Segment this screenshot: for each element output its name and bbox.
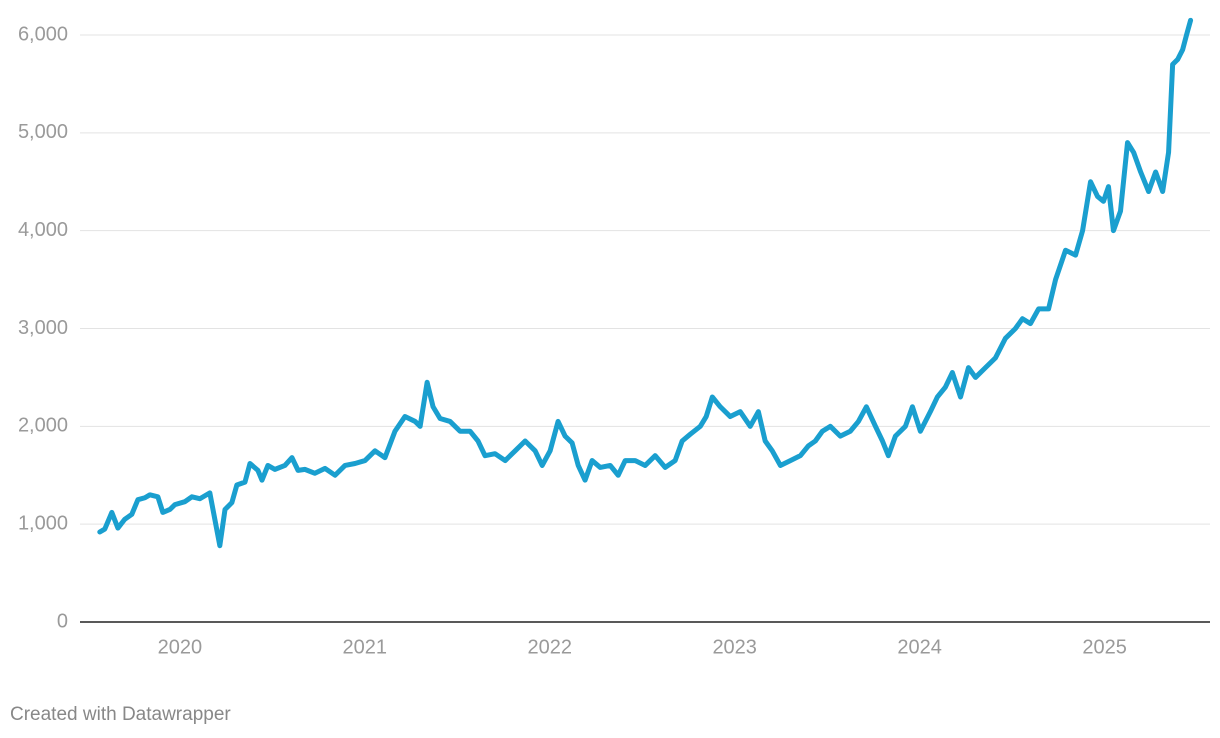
footer: Created with Datawrapper: [10, 704, 231, 725]
y-tick-label: 3,000: [18, 317, 68, 339]
y-tick-label: 0: [57, 610, 68, 632]
y-tick-label: 6,000: [18, 23, 68, 45]
x-tick-label: 2021: [343, 636, 388, 658]
line: [97, 17, 1194, 549]
x-tick-label: 2020: [158, 636, 203, 658]
x-tick-label: 2024: [897, 636, 942, 658]
x-tick-label: 2023: [712, 636, 757, 658]
y-tick-label: 4,000: [18, 219, 68, 241]
x-tick-label: 2022: [528, 636, 573, 658]
y-tick-label: 2,000: [18, 415, 68, 437]
y-tick-label: 5,000: [18, 121, 68, 143]
y-tick-label: 1,000: [18, 512, 68, 534]
x-tick-label: 2025: [1082, 636, 1127, 658]
